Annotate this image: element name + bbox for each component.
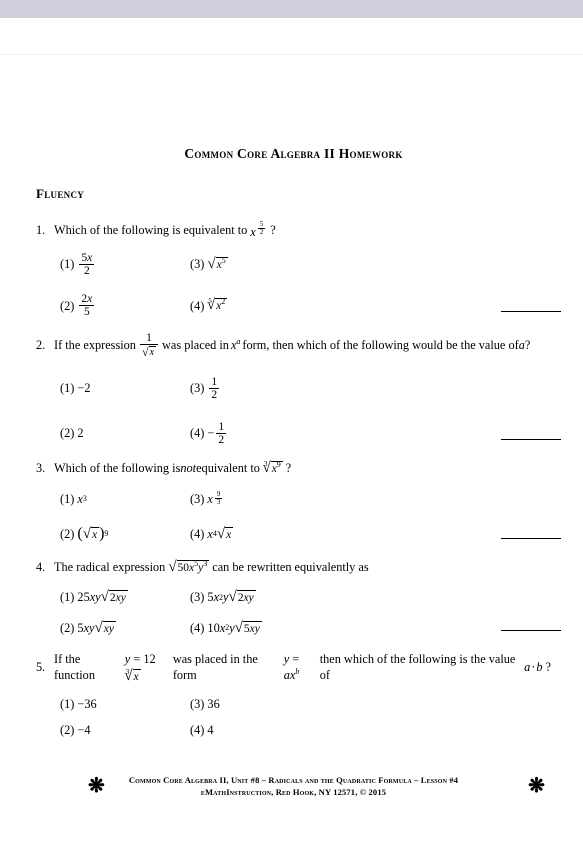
q2-text-c: form, then which of the following would …: [242, 337, 518, 354]
q5-text-a: If the function: [54, 651, 122, 684]
q5-choice-4: (4) 4: [190, 722, 214, 739]
q2-expression: 1 √x: [140, 332, 158, 357]
q3-answer-line: [501, 538, 561, 539]
q3-not: not: [180, 460, 196, 477]
q4-choice-3: (3) 5x2y√2xy: [190, 589, 256, 606]
top-bar: [0, 0, 583, 18]
page-content: Common Core Algebra II Homework Fluency …: [0, 55, 583, 818]
q3-choice-1: (1) x3: [60, 491, 190, 508]
ornament-icon: ❋: [88, 773, 105, 800]
q2-xexp: xa: [231, 337, 240, 354]
q1-stem: 1. Which of the following is equivalent …: [36, 221, 551, 240]
q2-number: 2.: [36, 337, 54, 354]
q2-answer-line: [501, 439, 561, 440]
footer-line-2: eMathInstruction, Red Hook, NY 12571, © …: [36, 787, 551, 798]
q1-number: 1.: [36, 222, 54, 239]
q3-number: 3.: [36, 460, 54, 477]
q3-stem: 3. Which of the following is not equival…: [36, 460, 551, 477]
q3-text-a: Which of the following is: [54, 460, 180, 477]
question-1: 1. Which of the following is equivalent …: [36, 221, 551, 319]
q4-text-b: can be rewritten equivalently as: [212, 559, 368, 576]
q1-choice-4: (4) 5√x2: [190, 298, 227, 315]
q2-text-b: was placed in: [162, 337, 229, 354]
q4-number: 4.: [36, 559, 54, 576]
q5-prod: a·b: [524, 659, 542, 676]
q3-choice-2: (2) (√x)9: [60, 523, 190, 545]
q1-choice-1: (1) 5x2: [60, 252, 190, 277]
question-5: 5. If the function y = 123√x was placed …: [36, 651, 551, 739]
question-3: 3. Which of the following is not equival…: [36, 460, 551, 545]
q5-stem: 5. If the function y = 123√x was placed …: [36, 651, 551, 684]
q5-text-b: was placed in the form: [173, 651, 281, 684]
ornament-icon: ❋: [528, 773, 545, 800]
footer-line-1: Common Core Algebra II, Unit #8 – Radica…: [129, 775, 458, 785]
q5-text-d: ?: [546, 659, 551, 676]
q1-expression: x52: [250, 221, 267, 240]
q2-choice-1: (1) −2: [60, 380, 190, 397]
question-2: 2. If the expression 1 √x was placed in …: [36, 332, 551, 446]
q4-choice-2: (2) 5xy√xy: [60, 620, 190, 637]
q2-text-a: If the expression: [54, 337, 136, 354]
q5-number: 5.: [36, 659, 54, 676]
q1-text-b: ?: [270, 222, 275, 239]
q5-choice-1: (1) −36: [60, 696, 190, 713]
q3-expression: 3√x9: [263, 461, 283, 476]
q2-text-d: ?: [525, 337, 530, 354]
toolbar-spacer: [0, 22, 583, 55]
page-title: Common Core Algebra II Homework: [36, 145, 551, 163]
q3-text-c: ?: [286, 460, 291, 477]
q4-stem: 4. The radical expression √50x5y3 can be…: [36, 559, 551, 576]
q2-choice-3: (3) 12: [190, 376, 221, 401]
q5-text-c: then which of the following is the value…: [320, 651, 521, 684]
q5-func2: y = axb: [284, 651, 317, 684]
q2-choice-2: (2) 2: [60, 425, 190, 442]
q5-func1: y = 123√x: [125, 651, 170, 684]
q3-text-b: equivalent to: [196, 460, 260, 477]
question-4: 4. The radical expression √50x5y3 can be…: [36, 559, 551, 637]
q1-answer-line: [501, 311, 561, 312]
q4-expression: √50x5y3: [168, 560, 209, 575]
q2-choice-4: (4) −12: [190, 421, 228, 446]
section-title: Fluency: [36, 185, 551, 203]
q4-text-a: The radical expression: [54, 559, 165, 576]
q4-answer-line: [501, 630, 561, 631]
page-footer: ❋ Common Core Algebra II, Unit #8 – Radi…: [36, 775, 551, 798]
q1-text-a: Which of the following is equivalent to: [54, 222, 247, 239]
q1-choice-2: (2) 2x5: [60, 293, 190, 318]
q5-choice-2: (2) −4: [60, 722, 190, 739]
q2-stem: 2. If the expression 1 √x was placed in …: [36, 332, 551, 357]
q4-choice-1: (1) 25xy√2xy: [60, 589, 190, 606]
q1-choice-3: (3) √x5: [190, 256, 228, 273]
q3-choice-4: (4) x4√x: [190, 526, 233, 543]
q5-choice-3: (3) 36: [190, 696, 220, 713]
q4-choice-4: (4) 10x2y√5xy: [190, 620, 262, 637]
q3-choice-3: (3) x93: [190, 491, 224, 508]
